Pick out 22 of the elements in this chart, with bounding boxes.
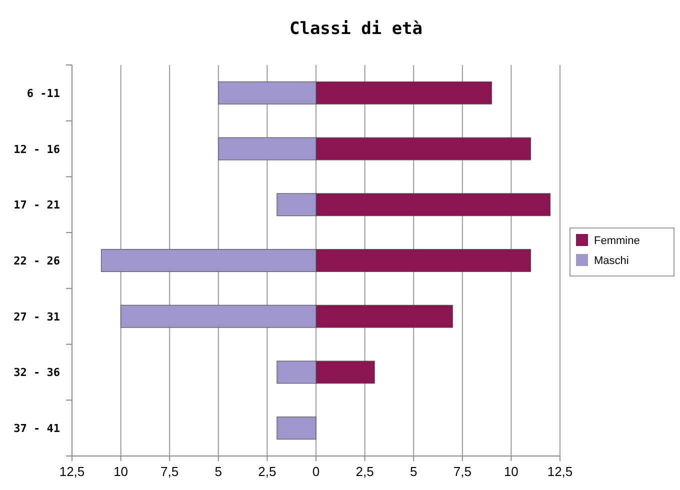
x-tick-label: 10 [114,464,128,479]
x-tick-label: 10 [504,464,518,479]
y-tick-label: 22 - 26 [14,254,60,268]
x-tick-label: 7,5 [453,464,472,479]
x-tick-label: 5 [214,464,222,479]
x-tick-label: 2,5 [258,464,276,479]
x-tick-label: 7,5 [160,464,179,479]
legend-label: Femmine [594,235,640,247]
x-tick-label: 12,5 [59,464,85,479]
y-tick-label: 17 - 21 [14,198,60,212]
y-tick-label: 12 - 16 [14,142,60,156]
x-tick-label: 12,5 [547,464,573,479]
x-tick-label: 2,5 [356,464,374,479]
y-tick-label: 6 -11 [26,86,60,100]
y-tick-label: 37 - 41 [14,422,60,436]
chart-title: Classi di età [289,19,423,39]
y-tick-label: 32 - 36 [14,366,60,380]
y-tick-label: 27 - 31 [14,310,60,324]
legend-label: Maschi [594,255,629,267]
x-tick-label: 5 [410,464,418,479]
bar [276,416,316,440]
x-tick-label: 0 [312,464,320,479]
